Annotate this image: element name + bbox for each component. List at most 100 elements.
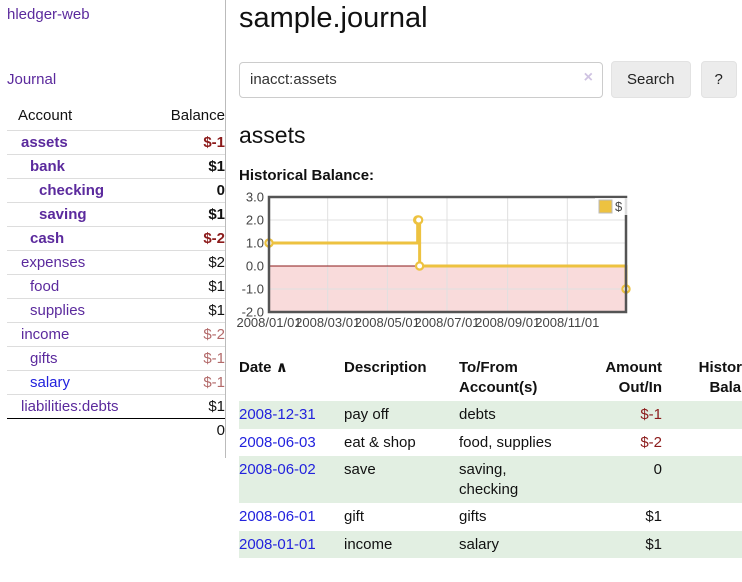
historical-balance-chart[interactable]: $3.0 2.0 1.0 0.0 -1.0 -2.0 2008/01/01 2008/03/0…: [236, 190, 742, 332]
sidebar-account-link[interactable]: gifts: [30, 350, 58, 367]
svg-text:2008/03/01: 2008/03/01: [295, 315, 360, 330]
accounts-col-account: Account: [7, 104, 116, 131]
svg-text:2008/01/01: 2008/01/01: [236, 315, 301, 330]
register-header-row: Date ∧ Description To/From Account(s) Amoun…: [239, 354, 742, 401]
transaction-balance: $-1: [670, 401, 742, 429]
help-button[interactable]: ?: [700, 61, 737, 98]
transaction-amount: $1: [645, 508, 662, 525]
search-input[interactable]: [239, 61, 603, 98]
svg-text:-2.0: -2.0: [242, 305, 264, 320]
register-col-label: To/From Account(s): [459, 359, 538, 396]
account-row: assets $-1: [7, 131, 225, 155]
sidebar-account-link[interactable]: assets: [21, 134, 68, 151]
transaction-row[interactable]: 2008-01-01 income salary $1 $1: [239, 530, 742, 559]
svg-text:1.0: 1.0: [246, 236, 264, 251]
transaction-balance: $1: [670, 531, 742, 559]
transaction-amount: $1: [645, 535, 662, 553]
account-balance: $1: [208, 302, 225, 319]
register-col-label: Date: [239, 359, 272, 376]
transaction-amount: $-1: [640, 406, 662, 423]
sidebar-account-link[interactable]: supplies: [30, 302, 86, 319]
sidebar-account-link[interactable]: cash: [30, 230, 65, 247]
search-box: ×: [239, 61, 603, 98]
account-balance: 0: [216, 182, 225, 199]
svg-text:3.0: 3.0: [246, 190, 264, 205]
register-col-label: Historical Balance: [698, 359, 742, 396]
account-row: income $-2: [7, 322, 225, 347]
account-row: food $1: [7, 274, 225, 299]
legend-label: $: [615, 199, 623, 214]
transaction-date-link[interactable]: 2008-12-31: [239, 406, 316, 423]
register-col-label: Description: [344, 359, 427, 376]
transaction-amount: 0: [653, 461, 662, 478]
transaction-amount: $-2: [640, 433, 662, 451]
transaction-balance: 0: [670, 429, 742, 457]
sidebar: hledger-web Journal Account Balance asse…: [0, 0, 226, 458]
transaction-description: eat & shop: [344, 433, 416, 451]
sidebar-item-journal[interactable]: Journal: [7, 71, 57, 88]
account-balance: $-2: [203, 230, 225, 247]
register-col-header[interactable]: Description: [344, 354, 459, 401]
transaction-date-link[interactable]: 2008-06-01: [239, 508, 316, 525]
register-col-label: Amount Out/In: [605, 359, 662, 396]
account-balance: $-1: [203, 374, 225, 391]
account-balance: $-1: [203, 350, 225, 367]
register-col-header[interactable]: Historical Balance: [670, 354, 742, 401]
account-row: saving $1: [7, 202, 225, 227]
transaction-row[interactable]: 2008-06-01 gift gifts $1 $2: [239, 503, 742, 531]
transaction-row[interactable]: 2008-06-03 eat & shop food, supplies $-2 0: [239, 429, 742, 457]
svg-text:2008/09/01: 2008/09/01: [475, 315, 540, 330]
transaction-balance: $2: [670, 503, 742, 531]
account-row: supplies $1: [7, 298, 225, 323]
transaction-date-link[interactable]: 2008-01-01: [239, 535, 316, 553]
sidebar-account-link[interactable]: food: [30, 278, 60, 295]
app-title-link[interactable]: hledger-web: [7, 6, 90, 23]
register-table: Date ∧ Description To/From Account(s) Amoun…: [239, 354, 742, 558]
account-balance: $2: [208, 254, 225, 271]
accounts-total-row: 0: [7, 418, 225, 442]
sidebar-account-link[interactable]: liabilities:debts: [21, 398, 119, 415]
legend-swatch-icon: [598, 199, 613, 214]
register-col-header[interactable]: To/From Account(s): [459, 354, 577, 401]
sidebar-account-link[interactable]: bank: [30, 158, 66, 175]
register-col-header[interactable]: Amount Out/In: [577, 354, 670, 401]
sidebar-account-link[interactable]: saving: [39, 206, 87, 223]
accounts-table: Account Balance assets $-1 bank $1 checking 0…: [7, 104, 225, 442]
svg-text:2008/11/01: 2008/11/01: [535, 315, 599, 330]
svg-text:-1.0: -1.0: [242, 282, 264, 297]
transaction-row[interactable]: 2008-06-02 save saving, checking 0 $2: [239, 456, 742, 503]
account-row: gifts $-1: [7, 346, 225, 371]
sidebar-account-link[interactable]: income: [21, 326, 70, 343]
transaction-description: gift: [344, 508, 365, 525]
svg-text:0.0: 0.0: [246, 259, 264, 274]
svg-text:2.0: 2.0: [246, 213, 264, 228]
balance-chart-svg: $3.0 2.0 1.0 0.0 -1.0 -2.02008/01/012008/03/0…: [236, 190, 631, 330]
transaction-accounts: food, supplies: [459, 433, 552, 451]
account-row: cash $-2: [7, 226, 225, 251]
transaction-accounts: salary: [459, 535, 500, 553]
transaction-description: pay off: [344, 406, 389, 423]
sidebar-account-link[interactable]: expenses: [21, 254, 86, 271]
register-col-header[interactable]: Date ∧: [239, 354, 344, 401]
transaction-date-link[interactable]: 2008-06-02: [239, 461, 316, 478]
account-balance: $1: [208, 398, 225, 415]
account-row: expenses $2: [7, 250, 225, 275]
account-row: salary $-1: [7, 370, 225, 395]
sort-ascending-icon: ∧: [275, 359, 288, 376]
account-row: liabilities:debts $1: [7, 394, 225, 419]
sidebar-account-link[interactable]: salary: [30, 374, 71, 391]
account-balance: $1: [208, 206, 225, 223]
search-button[interactable]: Search: [611, 61, 691, 98]
transaction-accounts: saving, checking: [459, 461, 519, 498]
sidebar-account-link[interactable]: checking: [39, 182, 105, 199]
transaction-date-link[interactable]: 2008-06-03: [239, 433, 316, 451]
transaction-description: income: [344, 535, 393, 553]
transaction-row[interactable]: 2008-12-31 pay off debts $-1 $-1: [239, 401, 742, 429]
account-balance: $1: [208, 278, 225, 295]
account-heading: assets: [239, 122, 306, 148]
clear-search-icon[interactable]: ×: [583, 68, 593, 86]
main-content: sample.journal × Search ? assets Histori…: [226, 0, 742, 578]
accounts-header-row: Account Balance: [7, 104, 225, 131]
search-form: × Search ?: [239, 61, 742, 98]
